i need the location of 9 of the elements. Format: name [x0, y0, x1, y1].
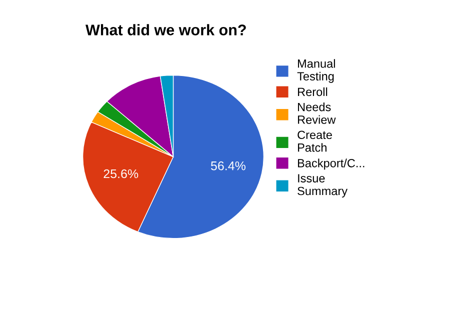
data-label: 56.4%	[210, 161, 246, 170]
legend-label: Create Patch	[298, 130, 332, 152]
legend-label: Backport/C...	[298, 158, 364, 170]
legend-label: Manual Testing	[297, 59, 335, 83]
chart-title: What did we work on?	[86, 24, 246, 36]
legend-label: Needs Review	[298, 102, 336, 124]
legend-label: Reroll	[298, 87, 328, 96]
data-label: 25.6%	[104, 169, 138, 178]
legend-label: Issue Summary	[298, 174, 348, 198]
